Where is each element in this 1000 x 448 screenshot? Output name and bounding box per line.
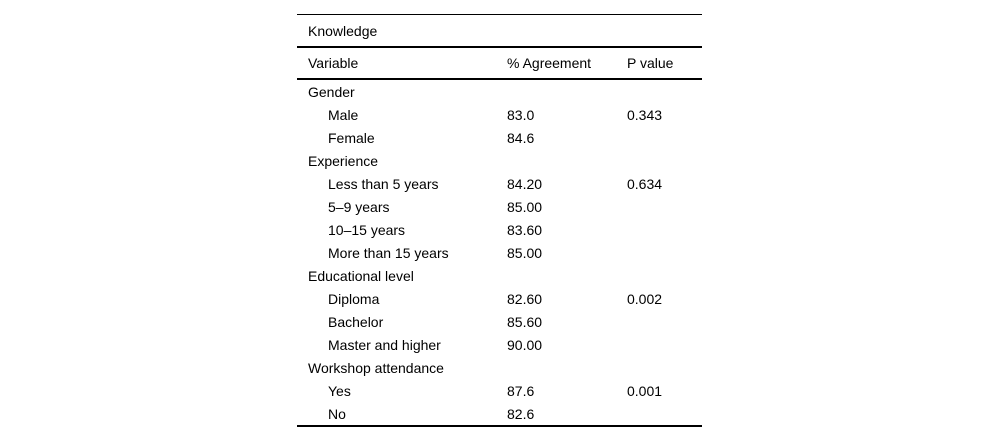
pvalue-cell: 0.634 (627, 175, 663, 192)
table-row: Bachelor 85.60 (297, 310, 702, 333)
header-divider-rule (297, 78, 702, 80)
variable-cell: Master and higher (328, 336, 441, 353)
table-row: Diploma 82.60 0.002 (297, 287, 702, 310)
column-header-agreement: % Agreement (507, 55, 592, 71)
group-row-workshop-attendance: Workshop attendance (297, 356, 702, 379)
variable-cell: No (328, 405, 346, 422)
agreement-cell: 82.6 (507, 405, 535, 422)
table-top-rule (297, 14, 702, 15)
pvalue-cell: 0.002 (627, 290, 663, 307)
table-header-row: Variable % Agreement P value (297, 48, 702, 78)
variable-cell: Workshop attendance (308, 359, 444, 376)
variable-cell: Gender (308, 83, 355, 100)
variable-cell: Male (328, 106, 359, 123)
pvalue-cell: 0.343 (627, 106, 663, 123)
variable-cell: More than 15 years (328, 244, 449, 261)
variable-cell: 5–9 years (328, 198, 390, 215)
spanner-divider-rule (297, 46, 702, 48)
table-row: Male 83.0 0.343 (297, 103, 702, 126)
agreement-cell: 82.60 (507, 290, 543, 307)
group-row-experience: Experience (297, 149, 702, 172)
knowledge-table: Knowledge Variable % Agreement P value G… (297, 14, 702, 427)
variable-cell: Less than 5 years (328, 175, 439, 192)
agreement-cell: 84.20 (507, 175, 543, 192)
variable-cell: Bachelor (328, 313, 384, 330)
table-row: 10–15 years 83.60 (297, 218, 702, 241)
column-header-variable: Variable (308, 55, 359, 71)
variable-cell: Female (328, 129, 375, 146)
variable-cell: 10–15 years (328, 221, 406, 238)
agreement-cell: 85.00 (507, 198, 543, 215)
pvalue-cell: 0.001 (627, 382, 663, 399)
group-row-educational-level: Educational level (297, 264, 702, 287)
table-spanner-row: Knowledge (297, 15, 702, 46)
agreement-cell: 83.0 (507, 106, 535, 123)
group-row-gender: Gender (297, 80, 702, 103)
table-row: Female 84.6 (297, 126, 702, 149)
table-row: Less than 5 years 84.20 0.634 (297, 172, 702, 195)
variable-cell: Yes (328, 382, 351, 399)
table-body: Gender Male 83.0 0.343 Female 84.6 Exper… (297, 80, 702, 425)
agreement-cell: 85.00 (507, 244, 543, 261)
agreement-cell: 87.6 (507, 382, 535, 399)
agreement-cell: 83.60 (507, 221, 543, 238)
agreement-cell: 90.00 (507, 336, 543, 353)
table-row: Master and higher 90.00 (297, 333, 702, 356)
variable-cell: Experience (308, 152, 379, 169)
agreement-cell: 84.6 (507, 129, 535, 146)
table-bottom-rule (297, 425, 702, 427)
column-header-pvalue: P value (627, 55, 674, 71)
table-row: More than 15 years 85.00 (297, 241, 702, 264)
table-spanner-title: Knowledge (308, 22, 378, 39)
table-row: No 82.6 (297, 402, 702, 425)
agreement-cell: 85.60 (507, 313, 543, 330)
variable-cell: Educational level (308, 267, 414, 284)
variable-cell: Diploma (328, 290, 380, 307)
table-row: Yes 87.6 0.001 (297, 379, 702, 402)
table-row: 5–9 years 85.00 (297, 195, 702, 218)
